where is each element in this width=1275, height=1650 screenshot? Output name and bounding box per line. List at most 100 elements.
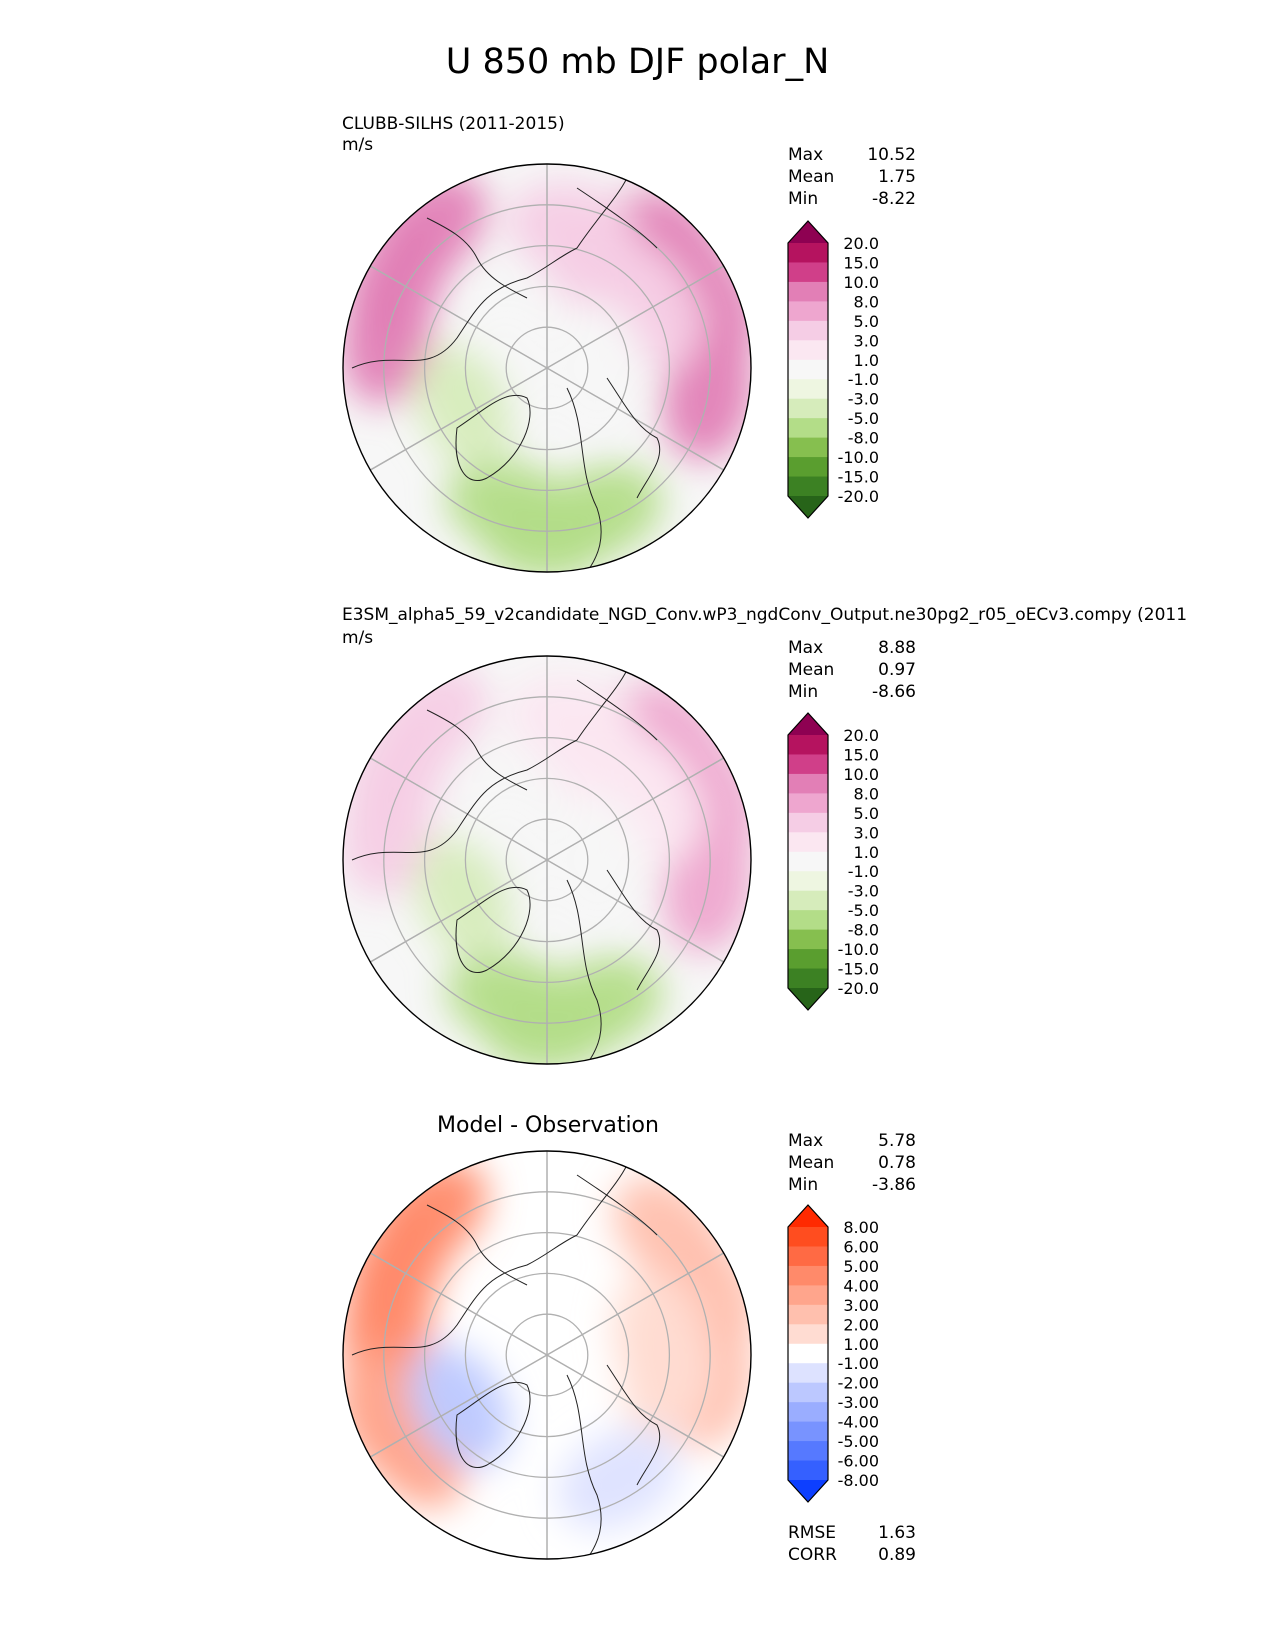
stat-value: 10.52	[867, 145, 916, 165]
colorbar-extend-max	[788, 1205, 828, 1227]
colorbar-outline	[787, 1204, 829, 1503]
colorbar-tick-label: -6.00	[838, 1452, 879, 1471]
colorbar-band	[788, 1402, 828, 1423]
coastline	[455, 394, 531, 481]
stat-label: CORR	[788, 1545, 837, 1565]
colorbar-band	[788, 890, 828, 911]
colorbar-tick-label: -8.0	[848, 429, 879, 448]
colorbar-tick-label: 8.00	[843, 1218, 879, 1237]
stat-value: 0.89	[878, 1545, 916, 1565]
stat-value: 8.88	[878, 638, 916, 658]
colorbar-tick-label: -5.0	[848, 901, 879, 920]
colorbar-tick-label: 4.00	[843, 1276, 879, 1295]
map-panel-2	[342, 655, 752, 1065]
colorbar-band	[788, 340, 828, 361]
colorbar-tick-label: 8.0	[854, 292, 879, 311]
wind-region	[536, 956, 663, 1052]
stat-label: Max	[788, 1131, 824, 1151]
coastline	[426, 1204, 528, 1286]
coastline	[351, 669, 628, 861]
colorbar-tick-label: 5.00	[843, 1257, 879, 1276]
colorbar-tick-label: 3.0	[854, 331, 879, 350]
colorbar-band	[788, 910, 828, 931]
coastline	[576, 679, 658, 741]
colorbar-extend-max	[788, 713, 828, 735]
colorbar-band	[788, 773, 828, 794]
colorbar-tick-label: -20.0	[838, 979, 879, 998]
stat-value: 5.78	[878, 1131, 916, 1151]
colorbar-band	[788, 871, 828, 892]
colorbar-tick-label: -3.0	[848, 390, 879, 409]
colorbar-tick-label: -10.0	[838, 940, 879, 959]
panel3-title: Model - Observation	[437, 1113, 659, 1138]
stat-label: RMSE	[788, 1523, 837, 1543]
stat-value: 0.97	[878, 660, 916, 680]
colorbar-band	[788, 418, 828, 439]
colorbar-band	[788, 832, 828, 853]
panel2-units: m/s	[342, 628, 374, 648]
map-boundary	[342, 655, 752, 1065]
colorbar-extend-min	[788, 1480, 828, 1502]
panel3-stats: Max 5.78 Mean 0.78 Min -3.86	[788, 1130, 916, 1196]
colorbar-tick-label: 15.0	[843, 745, 879, 764]
colorbar-extend-min	[788, 496, 828, 518]
colorbar-band	[788, 735, 828, 755]
colorbar-tick-label: 20.0	[843, 726, 879, 745]
graticule	[370, 1151, 724, 1559]
colorbar-band	[788, 320, 828, 341]
wind-region	[414, 836, 513, 961]
colorbar-tick-label: -15.0	[838, 468, 879, 487]
colorbar-tick-label: 10.0	[843, 765, 879, 784]
colorbar-band	[788, 1363, 828, 1384]
colorbar-tick-label: -3.00	[838, 1393, 879, 1412]
graticule	[370, 656, 724, 1064]
colorbar-tick-label: -8.0	[848, 921, 879, 940]
colorbar-tick-label: -4.00	[838, 1413, 879, 1432]
colorbar-tick-label: 3.00	[843, 1296, 879, 1315]
colorbar-tick-label: 5.0	[854, 804, 879, 823]
colorbar-band	[788, 1343, 828, 1364]
colorbar-tick-label: 10.0	[843, 273, 879, 292]
coastline	[576, 187, 658, 249]
coastlines	[351, 1164, 661, 1559]
stat-label: Max	[788, 638, 824, 658]
coastline	[455, 1381, 531, 1468]
colorbar-tick-label: 1.0	[854, 843, 879, 862]
colorbar-band	[788, 1227, 828, 1247]
colorbar-2: 20.015.010.08.05.03.01.0-1.0-3.0-5.0-8.0…	[787, 712, 879, 1011]
colorbar-tick-label: 5.0	[854, 312, 879, 331]
colorbar-tick-label: -5.0	[848, 409, 879, 428]
colorbar-tick-label: 6.00	[843, 1237, 879, 1256]
panel2-stats: Max 8.88 Mean 0.97 Min -8.66	[788, 637, 916, 703]
colorbar-tick-label: 3.0	[854, 823, 879, 842]
colorbar-band	[788, 1421, 828, 1442]
colorbar-tick-label: 15.0	[843, 253, 879, 272]
colorbar-band	[788, 929, 828, 950]
panel1-units: m/s	[342, 135, 374, 155]
coastline	[606, 377, 661, 499]
colorbar-band	[788, 949, 828, 970]
colorbar-tick-label: -3.0	[848, 882, 879, 901]
colorbar-tick-label: 1.00	[843, 1335, 879, 1354]
coastline	[426, 709, 528, 791]
colorbar-tick-label: -1.0	[848, 862, 879, 881]
colorbar-band	[788, 1304, 828, 1325]
wind-region	[536, 464, 663, 560]
coastline	[566, 879, 602, 1064]
colorbar-tick-label: -1.0	[848, 370, 879, 389]
stat-label: Min	[788, 189, 819, 209]
coastlines	[351, 669, 661, 1064]
stat-label: Mean	[788, 1153, 835, 1173]
colorbar-band	[788, 1324, 828, 1345]
panel1-title: CLUBB-SILHS (2011-2015)	[342, 114, 565, 134]
coastline	[351, 177, 628, 369]
coastline	[455, 886, 531, 973]
colorbar-tick-label: -15.0	[838, 960, 879, 979]
panel3-footer-stats: RMSE 1.63 CORR 0.89	[788, 1522, 916, 1566]
colorbar-band	[788, 851, 828, 872]
map-boundary	[342, 1150, 752, 1560]
colorbar-band	[788, 754, 828, 775]
colorbar-band	[788, 968, 828, 989]
coastline	[351, 1164, 628, 1356]
colorbar-tick-label: 1.0	[854, 351, 879, 370]
